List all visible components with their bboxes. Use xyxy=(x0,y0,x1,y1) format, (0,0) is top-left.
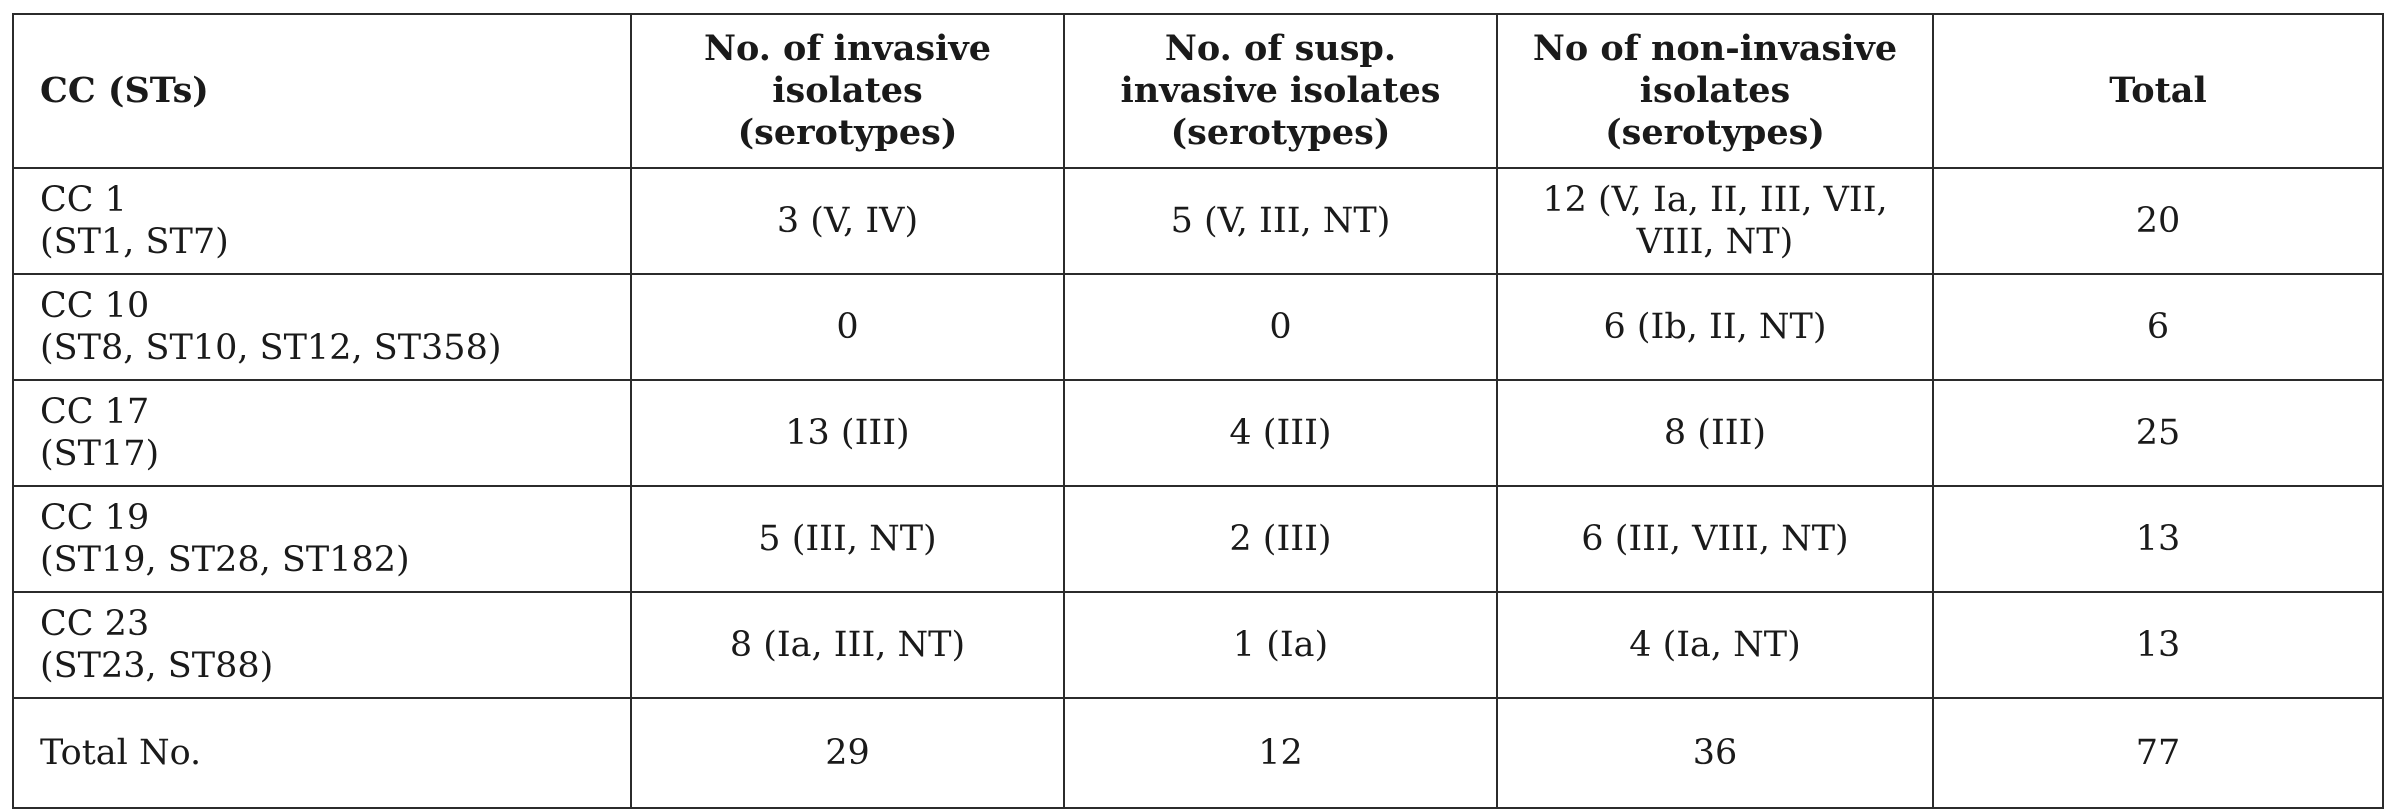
header-line: No. of susp. xyxy=(1164,28,1397,69)
header-line: invasive isolates xyxy=(1120,70,1441,111)
cc-cell: CC 17 (ST17) xyxy=(12,379,632,487)
header-cc-sts: CC (STs) xyxy=(12,13,632,169)
sts-label: (ST1, ST7) xyxy=(40,222,229,262)
non-invasive-line: 12 (V, Ia, II, III, VII, xyxy=(1542,180,1888,220)
header-line: CC (STs) xyxy=(40,70,209,111)
invasive-cell: 13 (III) xyxy=(630,379,1065,487)
total-non-invasive-cell: 36 xyxy=(1496,697,1934,809)
susp-invasive-cell: 4 (III) xyxy=(1063,379,1498,487)
invasive-cell: 3 (V, IV) xyxy=(630,167,1065,275)
invasive-cell: 0 xyxy=(630,273,1065,381)
sts-label: (ST19, ST28, ST182) xyxy=(40,540,410,580)
header-line: Total xyxy=(2109,70,2207,111)
header-line: (serotypes) xyxy=(737,112,958,153)
total-label-cell: Total No. xyxy=(12,697,632,809)
header-invasive: No. of invasive isolates (serotypes) xyxy=(630,13,1065,169)
header-susp-invasive: No. of susp. invasive isolates (serotype… xyxy=(1063,13,1498,169)
table-row: CC 19 (ST19, ST28, ST182) 5 (III, NT) 2 … xyxy=(12,485,2384,593)
susp-invasive-cell: 5 (V, III, NT) xyxy=(1063,167,1498,275)
cc-cell: CC 19 (ST19, ST28, ST182) xyxy=(12,485,632,593)
sts-label: (ST17) xyxy=(40,434,160,474)
sts-label: (ST8, ST10, ST12, ST358) xyxy=(40,328,502,368)
cc-label: CC 19 xyxy=(40,498,150,538)
cc-label: CC 17 xyxy=(40,392,150,432)
table-row: CC 1 (ST1, ST7) 3 (V, IV) 5 (V, III, NT)… xyxy=(12,167,2384,275)
non-invasive-cell: 12 (V, Ia, II, III, VII, VIII, NT) xyxy=(1496,167,1934,275)
total-susp-invasive-cell: 12 xyxy=(1063,697,1498,809)
total-cell: 20 xyxy=(1932,167,2384,275)
cc-cell: CC 10 (ST8, ST10, ST12, ST358) xyxy=(12,273,632,381)
total-cell: 6 xyxy=(1932,273,2384,381)
non-invasive-line: VIII, NT) xyxy=(1636,222,1794,262)
header-line: (serotypes) xyxy=(1605,112,1825,153)
table-row: CC 10 (ST8, ST10, ST12, ST358) 0 0 6 (Ib… xyxy=(12,273,2384,381)
non-invasive-line: 6 (III, VIII, NT) xyxy=(1581,519,1849,559)
non-invasive-cell: 6 (III, VIII, NT) xyxy=(1496,485,1934,593)
header-line: isolates xyxy=(1639,70,1791,111)
non-invasive-line: 6 (Ib, II, NT) xyxy=(1603,307,1827,347)
grand-total-cell: 77 xyxy=(1932,697,2384,809)
non-invasive-line: 8 (III) xyxy=(1663,413,1767,453)
sts-label: (ST23, ST88) xyxy=(40,646,274,686)
susp-invasive-cell: 1 (Ia) xyxy=(1063,591,1498,699)
table-row: CC 23 (ST23, ST88) 8 (Ia, III, NT) 1 (Ia… xyxy=(12,591,2384,699)
header-line: No. of invasive xyxy=(703,28,992,69)
cc-label: CC 10 xyxy=(40,286,150,326)
total-cell: 13 xyxy=(1932,485,2384,593)
header-non-invasive: No of non-invasive isolates (serotypes) xyxy=(1496,13,1934,169)
table-header: CC (STs) No. of invasive isolates (serot… xyxy=(12,13,2384,169)
header-total: Total xyxy=(1932,13,2384,169)
table-row: CC 17 (ST17) 13 (III) 4 (III) 8 (III) 25 xyxy=(12,379,2384,487)
non-invasive-cell: 6 (Ib, II, NT) xyxy=(1496,273,1934,381)
susp-invasive-cell: 2 (III) xyxy=(1063,485,1498,593)
header-line: isolates xyxy=(772,70,923,111)
header-line: No of non-invasive xyxy=(1532,28,1898,69)
total-cell: 25 xyxy=(1932,379,2384,487)
cc-label: CC 1 xyxy=(40,180,127,220)
susp-invasive-cell: 0 xyxy=(1063,273,1498,381)
cc-serotype-table: CC (STs) No. of invasive isolates (serot… xyxy=(12,13,2384,809)
total-cell: 13 xyxy=(1932,591,2384,699)
header-line: (serotypes) xyxy=(1170,112,1391,153)
invasive-cell: 5 (III, NT) xyxy=(630,485,1065,593)
total-invasive-cell: 29 xyxy=(630,697,1065,809)
non-invasive-cell: 8 (III) xyxy=(1496,379,1934,487)
non-invasive-line: 4 (Ia, NT) xyxy=(1629,625,1801,665)
invasive-cell: 8 (Ia, III, NT) xyxy=(630,591,1065,699)
table-body: CC 1 (ST1, ST7) 3 (V, IV) 5 (V, III, NT)… xyxy=(12,167,2384,809)
cc-cell: CC 1 (ST1, ST7) xyxy=(12,167,632,275)
header-row: CC (STs) No. of invasive isolates (serot… xyxy=(12,13,2384,169)
total-row: Total No. 29 12 36 77 xyxy=(12,697,2384,809)
cc-label: CC 23 xyxy=(40,604,150,644)
non-invasive-cell: 4 (Ia, NT) xyxy=(1496,591,1934,699)
cc-cell: CC 23 (ST23, ST88) xyxy=(12,591,632,699)
